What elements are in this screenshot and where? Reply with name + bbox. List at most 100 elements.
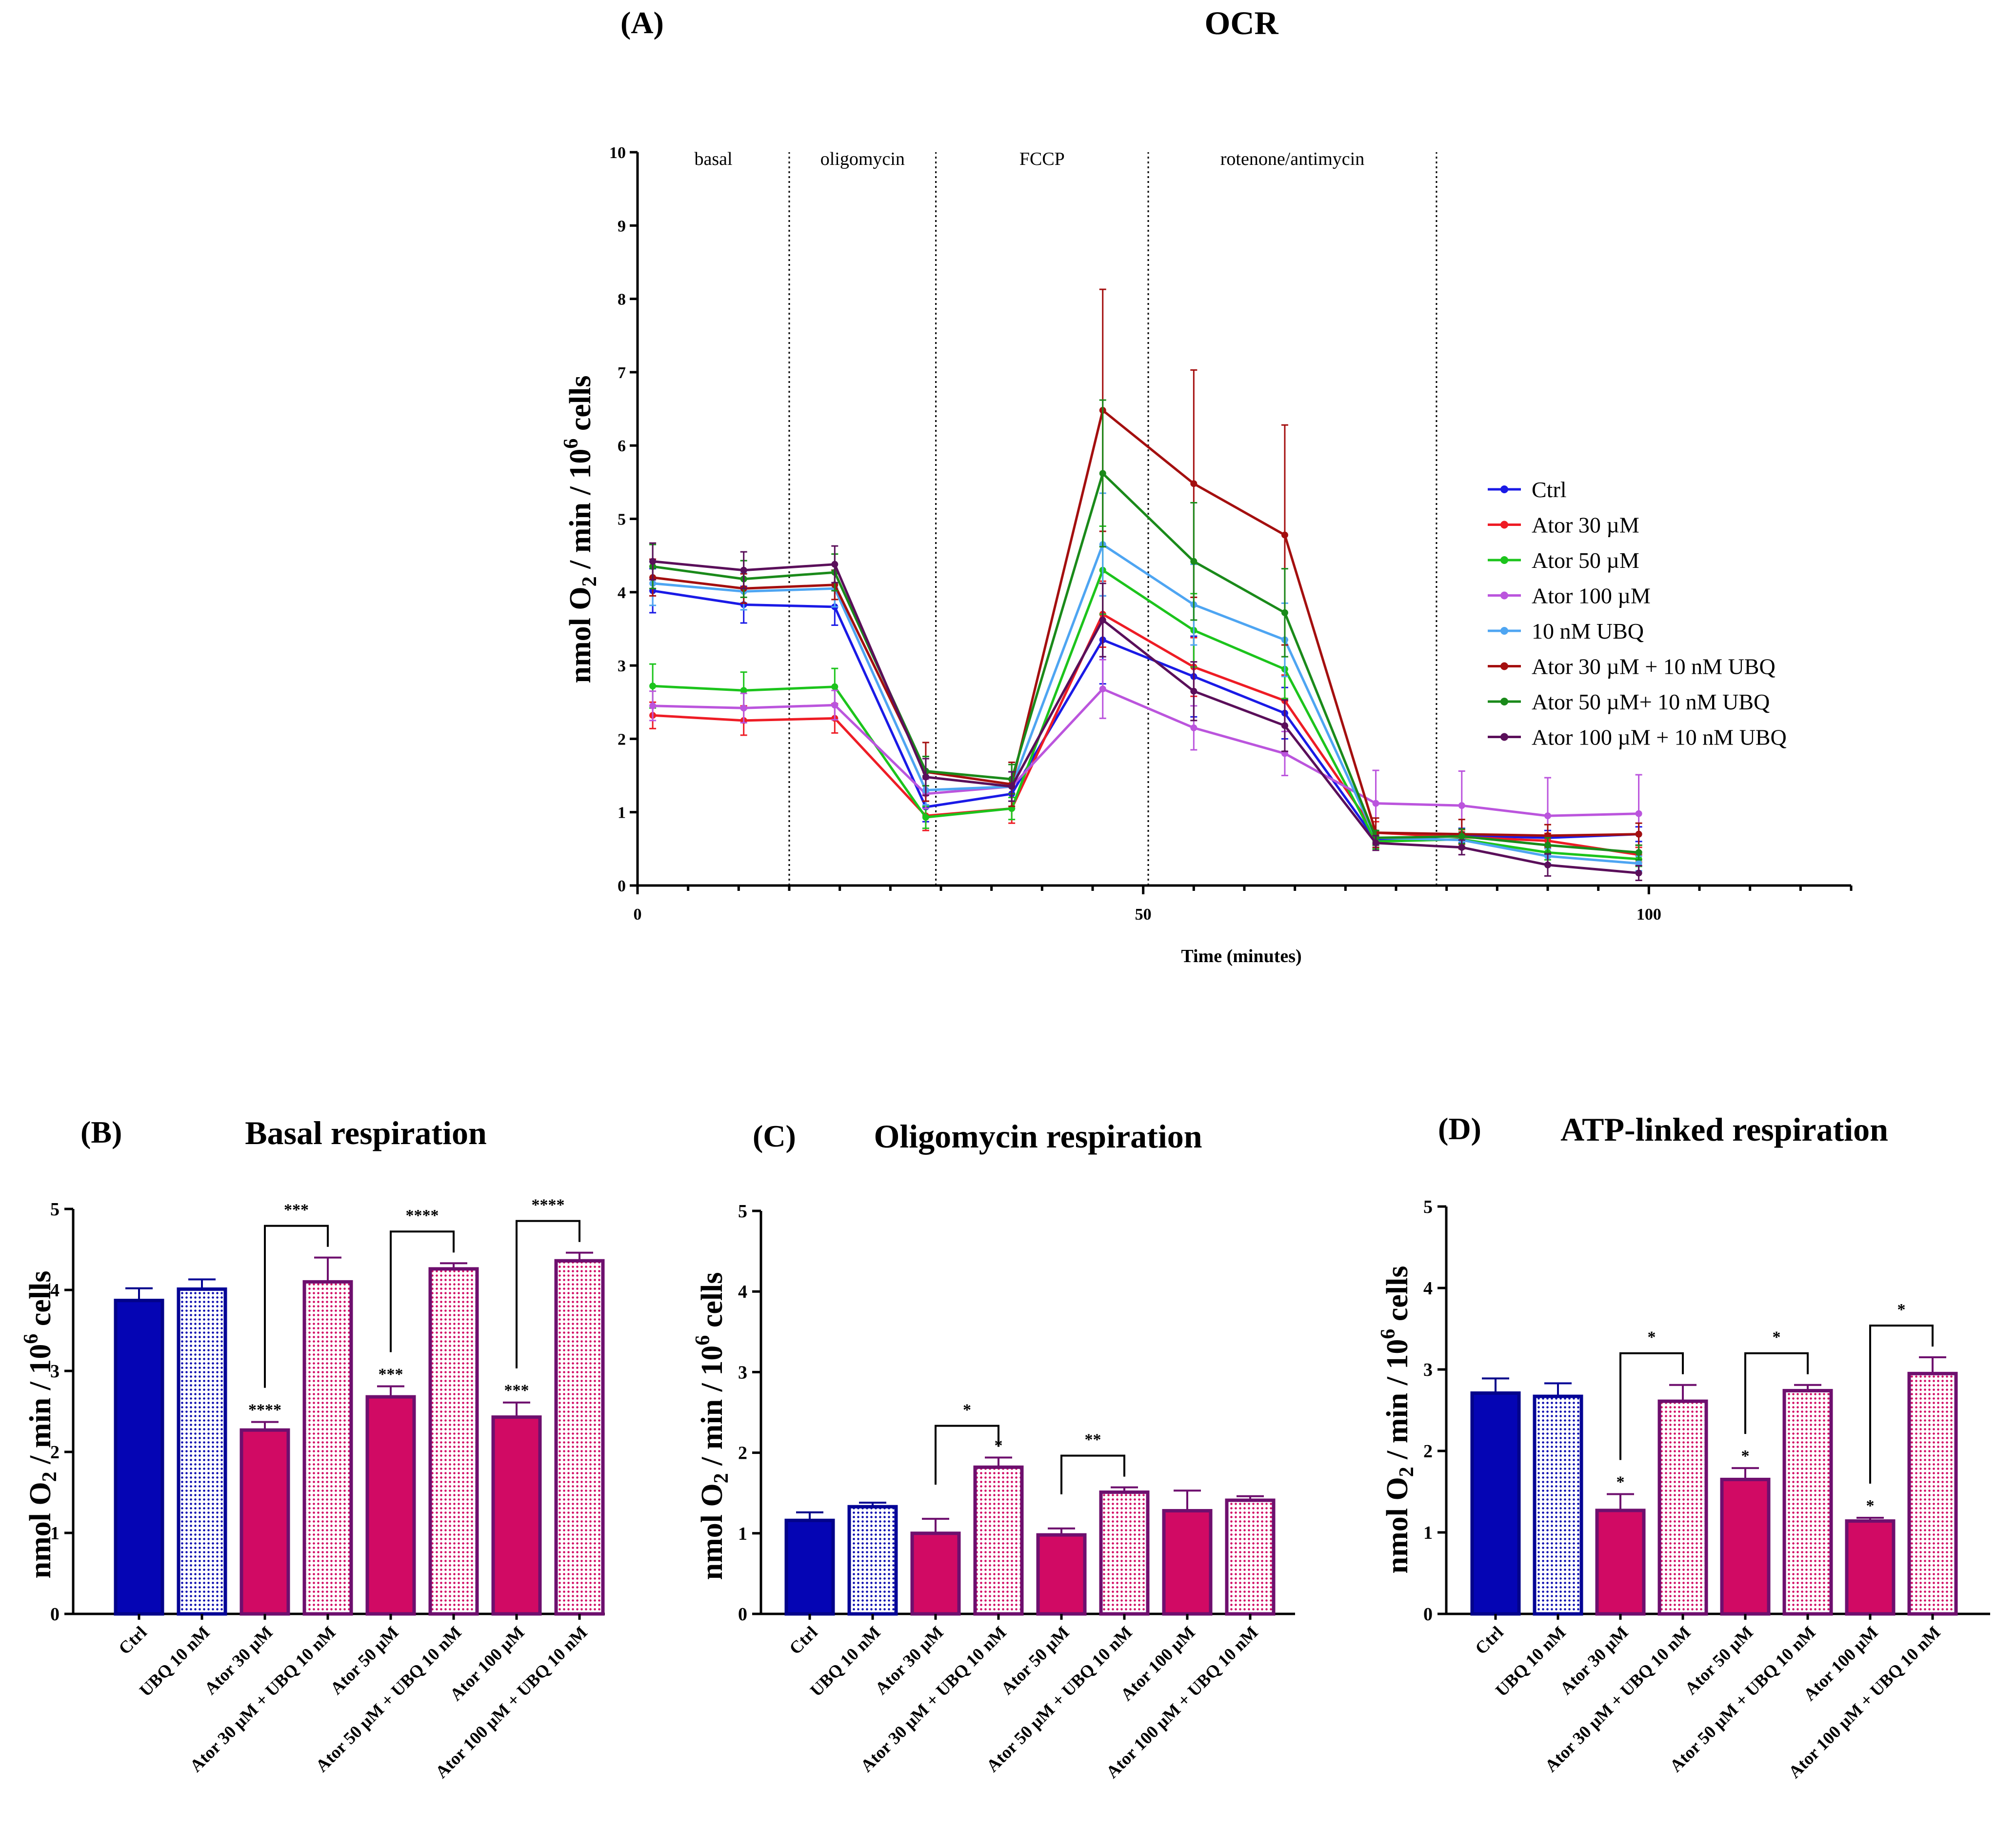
data-point	[740, 566, 747, 574]
category-label: Ctrl	[1471, 1622, 1507, 1658]
series-line	[652, 409, 1639, 837]
comparison-bracket	[264, 1225, 329, 1388]
data-point	[922, 814, 929, 821]
legend-label: Ator 100 µM	[1532, 584, 1651, 608]
data-point	[1099, 685, 1106, 693]
data-point	[1458, 844, 1465, 851]
oligomycin-respiration-title: Oligomycin respiration	[874, 1118, 1202, 1155]
atp-linked-respiration-title: ATP-linked respiration	[1560, 1111, 1888, 1148]
legend-item-ator-100-m: Ator 100 µM	[1488, 584, 1651, 608]
comparison-label: ****	[532, 1196, 565, 1214]
legend-swatch-marker	[1500, 521, 1508, 529]
atp-linked-y-tick-label: 1	[1423, 1523, 1433, 1543]
ocr-y-tick-label: 7	[618, 364, 626, 382]
basal-respiration-title: Basal respiration	[245, 1114, 487, 1151]
comparison-label: *	[1648, 1328, 1656, 1347]
panel-b-label: (B)	[80, 1115, 122, 1149]
legend-label: 10 nM UBQ	[1532, 619, 1644, 644]
atp-linked-y-tick-label: 5	[1423, 1197, 1433, 1217]
data-point	[649, 558, 657, 565]
data-point	[1544, 842, 1551, 849]
legend-label: Ator 50 µM+ 10 nM UBQ	[1532, 689, 1770, 714]
data-point	[1190, 480, 1198, 487]
bar-ctrl	[784, 1518, 835, 1616]
bar-ator-50-m-ubq-10-nm	[1782, 1388, 1833, 1616]
category-label: Ctrl	[785, 1622, 821, 1658]
ocr-x-tick-label: 50	[1135, 905, 1152, 924]
bar-ubq-10-nm	[1533, 1394, 1583, 1616]
legend-swatch-marker	[1500, 662, 1508, 670]
data-point	[1458, 802, 1465, 809]
category-label: Ctrl	[115, 1622, 151, 1658]
oligomycin-y-tick-label: 3	[738, 1362, 747, 1383]
data-point	[1635, 849, 1642, 856]
data-point	[1281, 531, 1288, 539]
atp-linked-respiration-chart: (D) ATP-linked respiration nmol O2 / min…	[1377, 1111, 1990, 1782]
significance-marker: *	[1866, 1497, 1875, 1515]
legend-swatch-marker	[1500, 627, 1508, 635]
ocr-y-tick-label: 0	[618, 877, 626, 895]
series-line	[652, 543, 1639, 865]
bar-ator-30-m	[240, 1428, 290, 1616]
bar-ator-30-m-ubq-10-nm	[302, 1280, 353, 1616]
bar-ator-100-m-ubq-10-nm	[1225, 1498, 1276, 1616]
phase-label-rotenone-antimycin: rotenone/antimycin	[1220, 149, 1364, 169]
legend-swatch-marker	[1500, 591, 1508, 600]
bar-ator-50-m	[1720, 1477, 1771, 1616]
series-ator-30-m-10-nm-ubq	[649, 288, 1642, 850]
ocr-y-axis-label: nmol O2 / min / 106 cells	[560, 375, 601, 683]
data-point	[740, 687, 747, 694]
basal-y-tick-label: 1	[50, 1523, 60, 1544]
ocr-y-tick-label: 5	[618, 511, 626, 529]
phase-label-basal: basal	[694, 149, 732, 169]
series-line	[652, 589, 1639, 842]
basal-y-tick-label: 4	[50, 1280, 60, 1301]
series-line	[652, 472, 1639, 854]
data-point	[1190, 687, 1198, 695]
panel-d-label: (D)	[1438, 1111, 1481, 1146]
atp-linked-y-tick-label: 3	[1423, 1360, 1433, 1380]
ocr-legend: Ctrl Ator 30 µM Ator 50 µM Ator 100 µM 10 nM…	[1488, 477, 1787, 750]
ocr-y-tick-label: 1	[618, 804, 626, 822]
basal-respiration-y-axis-label: nmol O2 / min / 106 cells	[20, 1270, 61, 1578]
legend-item-ctrl: Ctrl	[1488, 477, 1567, 502]
series-line	[652, 613, 1639, 856]
bar-ator-50-m	[365, 1395, 416, 1616]
comparison-label: *	[963, 1401, 971, 1419]
ocr-x-tick-label: 0	[634, 905, 642, 924]
legend-label: Ator 100 µM + 10 nM UBQ	[1532, 725, 1787, 750]
bar-ator-50-m-ubq-10-nm	[1099, 1490, 1150, 1616]
bar-ctrl	[114, 1299, 164, 1616]
bar-ctrl	[1470, 1391, 1521, 1616]
bar-ator-100-m	[1845, 1519, 1896, 1616]
ocr-y-tick-label: 10	[609, 144, 626, 162]
basal-y-tick-label: 5	[50, 1199, 60, 1220]
comparison-label: ***	[284, 1201, 309, 1219]
ocr-x-axis-label: Time (minutes)	[1181, 946, 1301, 966]
data-point	[831, 702, 838, 709]
oligomycin-y-tick-label: 4	[738, 1282, 747, 1302]
data-point	[649, 702, 657, 709]
atp-linked-respiration-y-axis-label: nmol O2 / min / 106 cells	[1377, 1266, 1418, 1573]
legend-swatch-marker	[1500, 733, 1508, 741]
data-point	[1372, 800, 1379, 807]
bar-ator-50-m-ubq-10-nm	[428, 1267, 479, 1616]
bar-ator-30-m	[1595, 1509, 1646, 1616]
significance-marker: ***	[379, 1366, 403, 1384]
bar-ubq-10-nm	[847, 1505, 898, 1616]
ocr-y-tick-label: 6	[618, 437, 626, 455]
ocr-chart-title: OCR	[1204, 4, 1278, 41]
oligomycin-y-tick-label: 1	[738, 1524, 747, 1544]
bar-ator-30-m-ubq-10-nm	[973, 1465, 1024, 1616]
data-point	[1190, 558, 1198, 565]
data-point	[1635, 810, 1642, 817]
significance-marker: ****	[248, 1401, 281, 1419]
panel-c-label: (C)	[753, 1119, 796, 1153]
oligomycin-y-tick-label: 2	[738, 1443, 747, 1464]
panel-a-label: (A)	[620, 5, 664, 40]
legend-swatch-marker	[1500, 485, 1508, 493]
data-point	[1099, 470, 1106, 477]
